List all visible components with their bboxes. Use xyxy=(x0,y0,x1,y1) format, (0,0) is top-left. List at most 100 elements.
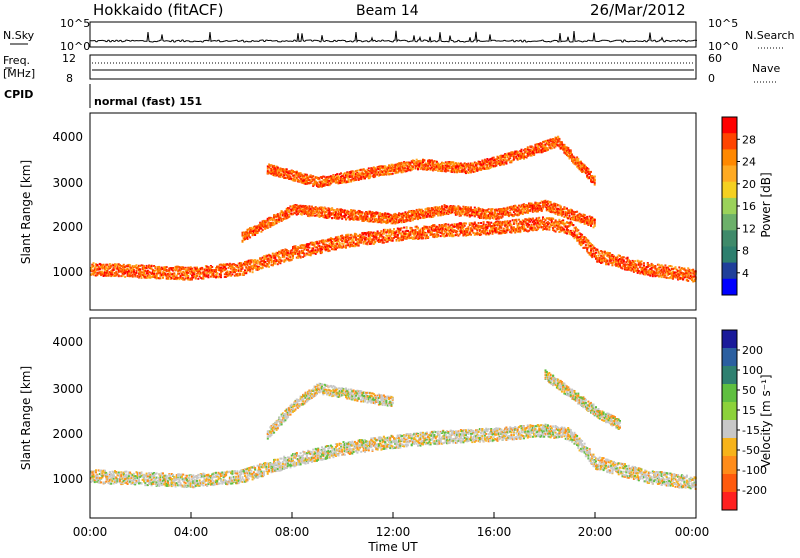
power-cell xyxy=(492,208,494,210)
power-cell xyxy=(240,270,242,272)
power-cell xyxy=(341,240,343,242)
power-cell xyxy=(343,243,345,245)
power-cell xyxy=(114,266,116,268)
power-cell xyxy=(321,251,323,253)
power-cell xyxy=(93,262,95,264)
power-cell xyxy=(197,278,199,280)
power-cell xyxy=(428,229,430,231)
power-cell xyxy=(495,227,497,229)
power-cell xyxy=(415,229,417,231)
power-cell xyxy=(523,225,525,227)
power-cell xyxy=(124,276,126,278)
power-cell xyxy=(156,274,158,276)
power-cell xyxy=(470,206,472,208)
power-cell xyxy=(220,276,222,278)
power-cell xyxy=(516,219,518,221)
power-cell xyxy=(585,244,587,246)
power-cell xyxy=(284,259,286,261)
power-cell xyxy=(277,213,279,215)
power-cell xyxy=(546,225,548,227)
power-cell xyxy=(312,247,314,249)
power-cell xyxy=(264,261,266,263)
power-cell xyxy=(134,275,136,277)
power-cell xyxy=(291,250,293,252)
power-cell xyxy=(159,277,161,279)
power-cell xyxy=(468,226,470,228)
power-cell xyxy=(601,252,603,254)
power-cell xyxy=(505,231,507,233)
power-cell xyxy=(658,268,660,270)
power-cell xyxy=(422,237,424,239)
power-cell xyxy=(541,220,543,222)
power-cell xyxy=(555,231,557,233)
power-cell xyxy=(649,275,651,277)
power-cell xyxy=(509,220,511,222)
power-cell xyxy=(439,206,441,208)
power-cell xyxy=(220,274,222,276)
power-cell xyxy=(296,250,298,252)
power-cell xyxy=(634,260,636,262)
power-cell xyxy=(430,213,432,215)
power-cell xyxy=(348,234,350,236)
power-cell xyxy=(623,261,625,263)
power-cell xyxy=(278,221,280,223)
freq-unit: [MHz] xyxy=(3,67,35,80)
power-cell xyxy=(519,230,521,232)
power-cell xyxy=(475,208,477,210)
power-cell xyxy=(207,276,209,278)
power-cell xyxy=(298,250,300,252)
power-cell xyxy=(141,276,143,278)
power-cell xyxy=(599,253,601,255)
power-cell xyxy=(462,210,464,212)
power-cell xyxy=(300,257,302,259)
power-cell xyxy=(345,247,347,249)
nsky-label: N.Sky xyxy=(3,29,35,42)
power-cell xyxy=(310,208,312,210)
power-cell xyxy=(641,260,643,262)
power-cell xyxy=(641,264,643,266)
power-cell xyxy=(687,280,689,282)
nsearch-label: N.Search xyxy=(745,29,795,42)
power-cell xyxy=(590,251,592,253)
power-cell xyxy=(666,277,668,279)
station-title: Hokkaido (fitACF) xyxy=(93,1,224,19)
power-cell xyxy=(407,230,409,232)
power-cell xyxy=(249,236,251,238)
power-cell xyxy=(235,270,237,272)
power-cell xyxy=(558,219,560,221)
power-cell xyxy=(545,219,547,221)
power-cell xyxy=(498,213,500,215)
nsky-trace-path xyxy=(90,31,697,44)
power-cell xyxy=(267,227,269,229)
power-cell xyxy=(532,218,534,220)
power-cell xyxy=(465,223,467,225)
power-cell xyxy=(431,231,433,233)
power-cell xyxy=(471,229,473,231)
power-cell xyxy=(690,272,692,274)
power-cell xyxy=(606,260,608,262)
power-cell xyxy=(115,271,117,273)
power-cell xyxy=(531,225,533,227)
power-cell xyxy=(427,236,429,238)
freq-label: Freq. xyxy=(3,54,30,67)
power-cell xyxy=(500,227,502,229)
power-cell xyxy=(586,248,588,250)
power-cell xyxy=(277,263,279,265)
nsky-strip-trace xyxy=(90,31,697,44)
power-cell xyxy=(437,214,439,216)
power-cell xyxy=(344,216,346,218)
power-cell xyxy=(339,242,341,244)
power-cell xyxy=(470,234,472,236)
power-cell xyxy=(180,271,182,273)
power-cell xyxy=(440,235,442,237)
power-cell xyxy=(492,233,494,235)
power-cell xyxy=(109,263,111,265)
power-cell xyxy=(661,270,663,272)
power-cell xyxy=(456,213,458,215)
power-cell xyxy=(552,218,554,220)
power-cell xyxy=(268,266,270,268)
cpid-value: normal (fast) 151 xyxy=(94,95,202,108)
power-cell xyxy=(548,228,550,230)
power-cell xyxy=(420,217,422,219)
power-cell xyxy=(225,268,227,270)
